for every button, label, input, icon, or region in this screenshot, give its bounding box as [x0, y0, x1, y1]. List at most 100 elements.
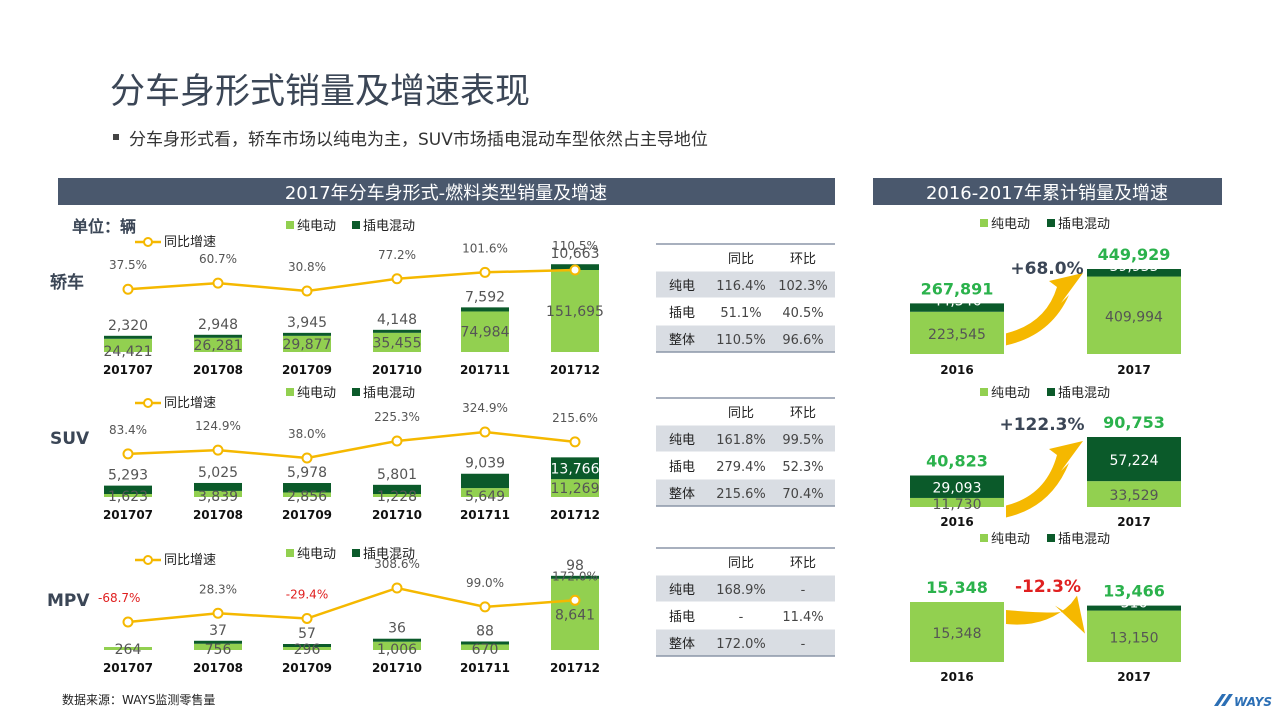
cum-bar-ev-2016	[910, 497, 1004, 507]
bar-ev-201707	[104, 647, 152, 650]
left-header-bar	[58, 178, 835, 205]
growth-arrow-up	[1006, 273, 1083, 346]
ev-value-label: 670	[472, 642, 499, 658]
table-cell-yoy: 215.6%	[716, 487, 766, 502]
bar-ev-201709	[283, 647, 331, 650]
legend-ev-label: 纯电动	[297, 386, 336, 401]
legend-phev-swatch	[352, 388, 360, 396]
table-cell-mom: 99.5%	[782, 433, 823, 448]
bullet-marker	[113, 134, 119, 140]
category-label: 201710	[372, 363, 422, 377]
legend-phev-swatch	[1047, 534, 1055, 542]
legend-phev-swatch	[1047, 388, 1055, 396]
category-label: 201707	[103, 661, 153, 675]
legend-growth-label: 同比增速	[164, 396, 216, 411]
growth-point	[479, 266, 491, 278]
phev-value-label: 13,766	[551, 461, 600, 477]
bar-phev-201709	[283, 332, 331, 336]
legend-growth-marker	[143, 555, 153, 565]
table-row-label: 插电	[669, 306, 695, 321]
table-cell-yoy: 51.1%	[720, 306, 761, 321]
bar-ev-201712	[551, 578, 599, 650]
phev-value-label: 5,801	[377, 467, 417, 483]
table-row-label: 插电	[669, 460, 695, 475]
growth-point	[391, 435, 403, 447]
growth-label: 38.0%	[288, 427, 326, 441]
legend-phev-label: 插电混动	[363, 386, 415, 401]
cum-bar-phev-2017	[1087, 269, 1181, 277]
bar-ev-201711	[461, 488, 509, 497]
table-cell-mom: 102.3%	[778, 279, 828, 294]
phev-value-label: 10,663	[551, 246, 600, 262]
legend-ev-swatch	[286, 221, 294, 229]
cum-bar-ev-2017	[1087, 481, 1181, 507]
growth-label: 28.3%	[199, 582, 237, 596]
cum-bar-ev-2016	[910, 602, 1004, 662]
legend-phev-swatch	[1047, 219, 1055, 227]
bar-ev-201712	[551, 479, 599, 497]
cum-year-label: 2016	[940, 515, 973, 529]
bar-phev-201709	[283, 483, 331, 493]
growth-label: 83.4%	[109, 423, 147, 437]
ev-value-label: 756	[205, 642, 232, 658]
phev-value-label: 4,148	[377, 312, 417, 328]
bar-phev-201712	[551, 575, 599, 579]
growth-label: 99.0%	[466, 576, 504, 590]
category-label: 201711	[460, 508, 510, 522]
bar-ev-201709	[283, 335, 331, 352]
legend-phev-swatch	[352, 221, 360, 229]
growth-point	[212, 444, 224, 456]
ways-logo: WAYS	[1214, 694, 1272, 709]
cum-ev-label: 11,730	[933, 497, 982, 513]
bar-ev-201712	[551, 270, 599, 352]
legend-growth-marker	[143, 398, 153, 408]
phev-value-label: 7,592	[465, 289, 505, 305]
growth-line	[127, 586, 576, 624]
table-row-label: 纯电	[669, 279, 695, 294]
growth-label: 308.6%	[374, 557, 420, 571]
ev-value-label: 24,421	[104, 344, 153, 360]
table-header-yoy: 同比	[728, 406, 754, 421]
row-label-sedan: 轿车	[50, 272, 84, 293]
table-header-mom: 环比	[790, 556, 816, 571]
phev-value-label: 9,039	[465, 456, 505, 472]
ev-value-label: 74,984	[461, 325, 510, 341]
bar-ev-201707	[104, 338, 152, 352]
growth-point	[301, 452, 313, 464]
bar-phev-201711	[461, 307, 509, 312]
cum-total-label: 13,466	[1103, 582, 1165, 601]
legend-ev-label: 纯电动	[991, 217, 1030, 232]
bar-ev-201710	[373, 494, 421, 497]
cum-total-label: 267,891	[921, 279, 994, 298]
growth-point	[122, 616, 134, 628]
source-note: 数据来源：WAYS监测零售量	[62, 692, 215, 707]
growth-line	[127, 430, 576, 460]
phev-value-label: 5,025	[198, 465, 238, 481]
growth-point	[569, 264, 581, 276]
legend-phev-label: 插电混动	[363, 219, 415, 234]
logo-text: WAYS	[1234, 695, 1272, 709]
growth-label: 60.7%	[199, 252, 237, 266]
growth-point	[301, 612, 313, 624]
growth-label: 225.3%	[374, 410, 420, 424]
cum-total-label: 40,823	[926, 452, 988, 471]
cum-ev-label: 409,994	[1105, 309, 1163, 325]
cum-ev-label: 13,150	[1110, 630, 1159, 646]
phev-value-label: 3,945	[287, 315, 327, 331]
bar-ev-201708	[194, 337, 242, 352]
growth-label: 124.9%	[195, 419, 241, 433]
bar-phev-201708	[194, 334, 242, 338]
table-cell-yoy: 161.8%	[716, 433, 766, 448]
legend-ev-label: 纯电动	[991, 532, 1030, 547]
cum-bar-ev-2017	[1087, 276, 1181, 354]
page-title: 分车身形式销量及增速表现	[110, 72, 530, 112]
bar-ev-201710	[373, 332, 421, 352]
table-row-label: 纯电	[669, 433, 695, 448]
cum-growth-label: +68.0%	[1010, 259, 1083, 279]
legend-ev-label: 纯电动	[297, 219, 336, 234]
legend-ev-swatch	[980, 219, 988, 227]
table-header-yoy: 同比	[728, 252, 754, 267]
table-cell-mom: 40.5%	[782, 306, 823, 321]
